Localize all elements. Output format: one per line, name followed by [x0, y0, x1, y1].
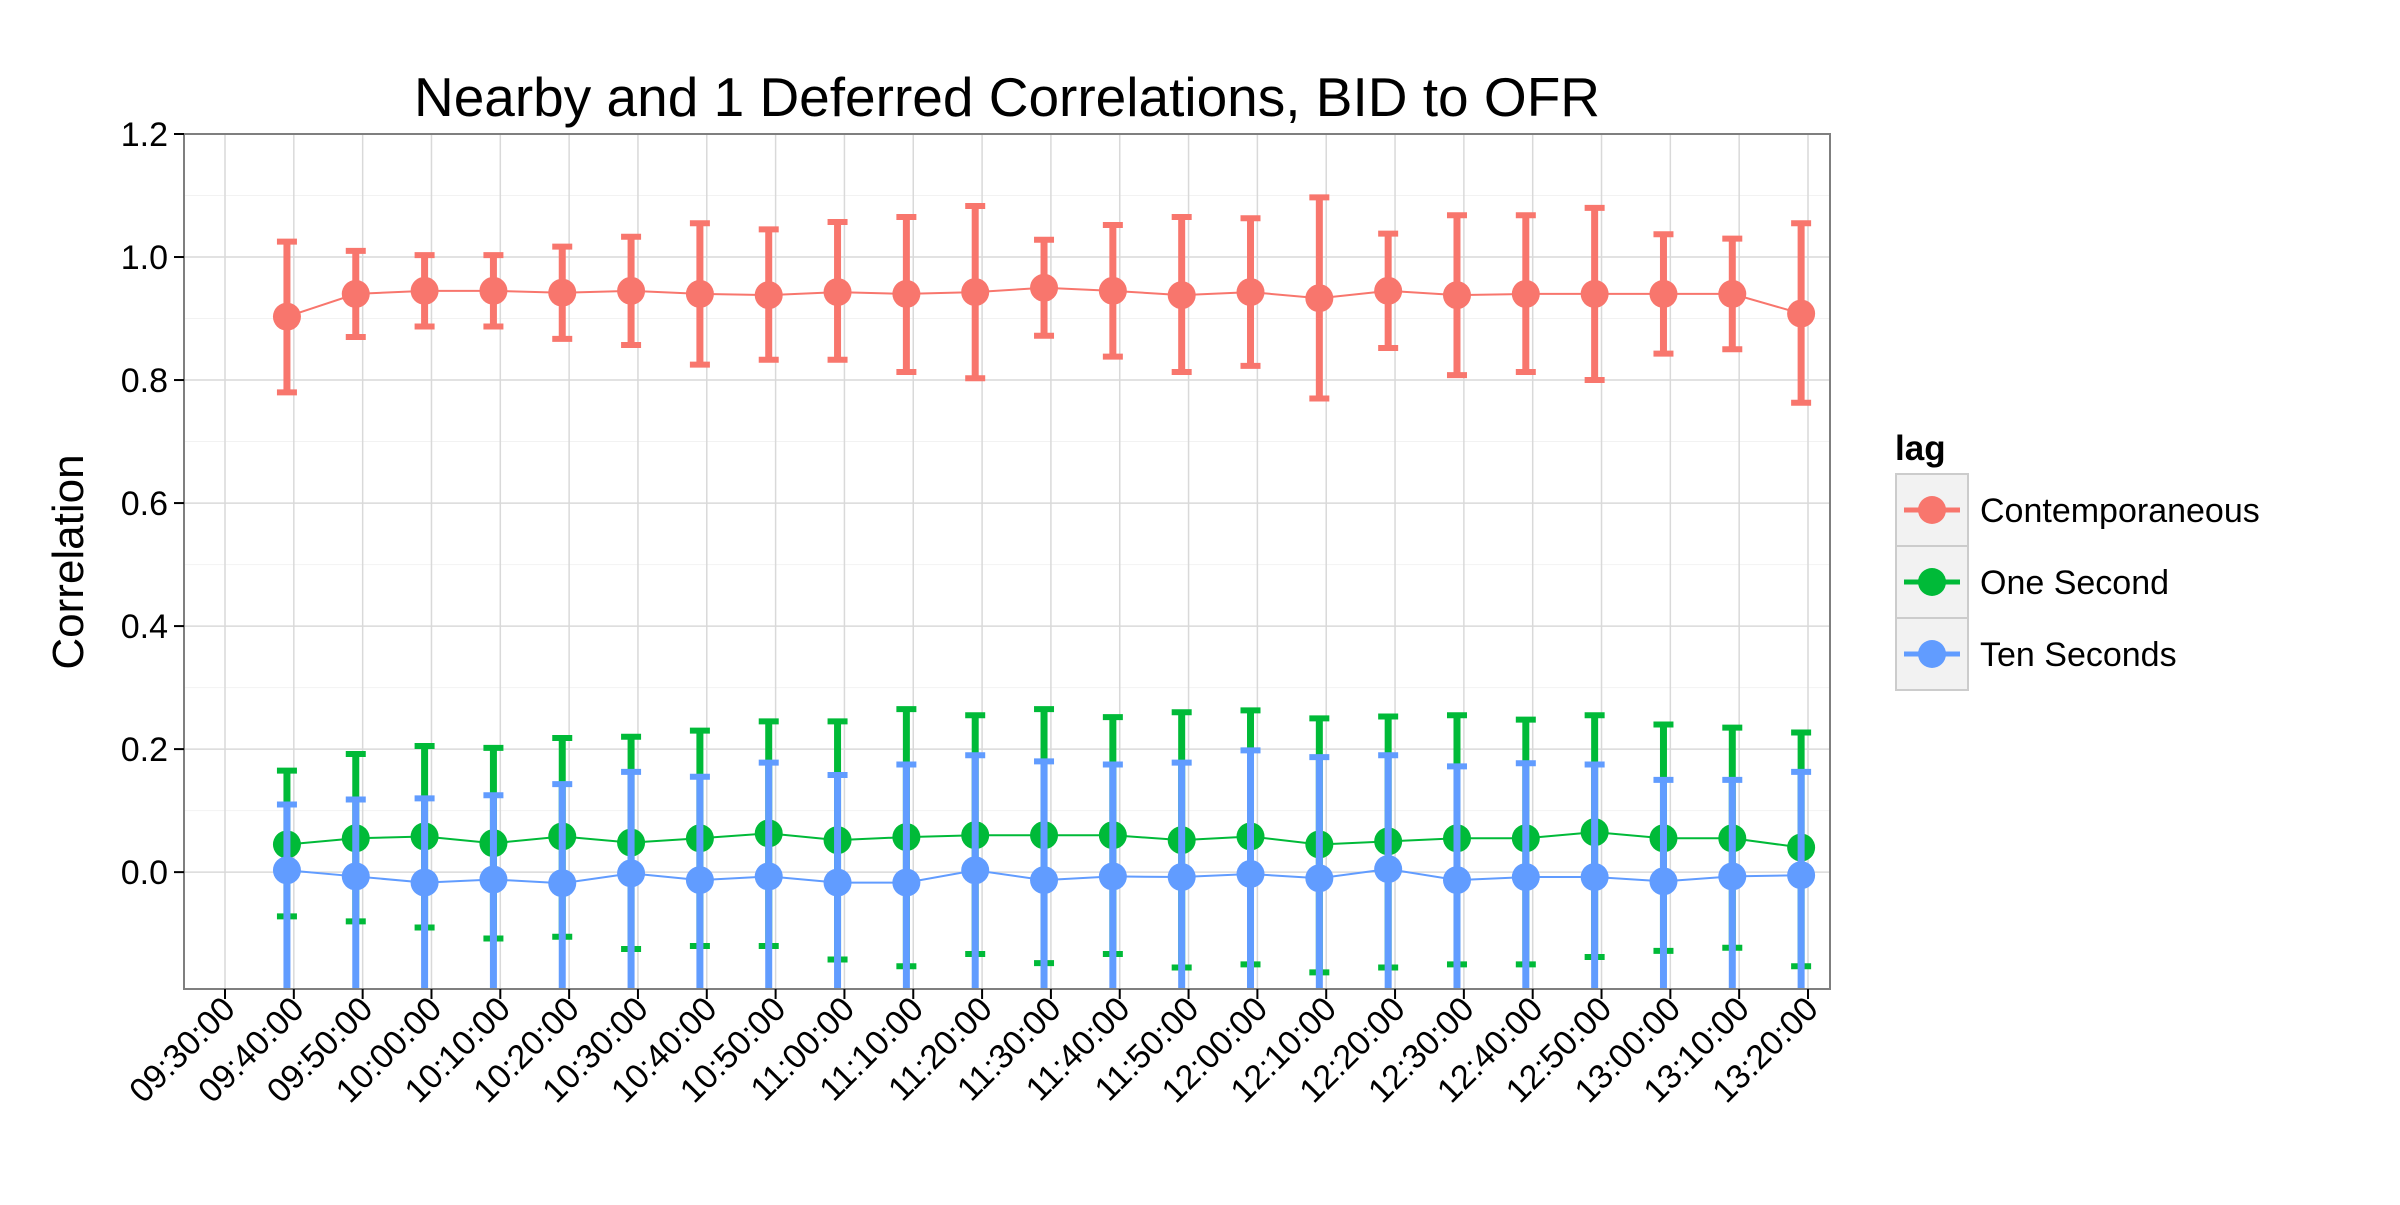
legend-label: One Second [1980, 564, 2169, 602]
data-point [1305, 284, 1334, 313]
data-point [1649, 867, 1678, 896]
data-point [1374, 276, 1403, 305]
legend: lag Contemporaneous One Second Ten Seconds [1895, 429, 2260, 691]
data-point [410, 276, 439, 305]
data-point [1098, 276, 1127, 305]
data-point [410, 868, 439, 897]
y-tick-label: 0.4 [121, 608, 168, 646]
y-axis-title: Correlation [44, 454, 93, 669]
data-point [1167, 863, 1196, 892]
data-point [892, 868, 921, 897]
data-point [961, 856, 990, 885]
series-layer [272, 194, 1816, 989]
y-tick-label: 0.6 [121, 485, 168, 523]
y-tick-label: 1.0 [121, 239, 168, 277]
legend-key-point [1918, 568, 1946, 596]
data-point [272, 856, 301, 885]
series-clip-group [272, 194, 1816, 989]
data-point [1511, 863, 1540, 892]
series-ten-seconds [272, 747, 1816, 989]
data-point [892, 279, 921, 308]
data-point [1098, 862, 1127, 891]
data-point [1236, 859, 1265, 888]
data-point [1442, 866, 1471, 895]
data-point [685, 279, 714, 308]
data-point [961, 278, 990, 307]
data-point [754, 862, 783, 891]
data-point [1305, 864, 1334, 893]
data-point [1167, 281, 1196, 310]
y-tick-label: 0.8 [121, 362, 168, 400]
series-contemporaneous [272, 194, 1816, 406]
data-point [1442, 281, 1471, 310]
data-point [617, 859, 646, 888]
data-point [1718, 279, 1747, 308]
legend-title: lag [1895, 429, 1946, 468]
data-point [341, 279, 370, 308]
data-point [1787, 861, 1816, 890]
data-point [823, 868, 852, 897]
data-point [1580, 863, 1609, 892]
data-point [1580, 279, 1609, 308]
legend-label: Ten Seconds [1980, 636, 2177, 674]
data-point [1030, 866, 1059, 895]
legend-key-point [1918, 496, 1946, 524]
data-point [1236, 278, 1265, 307]
data-point [617, 276, 646, 305]
data-point [1030, 273, 1059, 302]
data-point [823, 278, 852, 307]
data-point [754, 281, 783, 310]
y-tick-label: 1.2 [121, 116, 168, 154]
data-point [1374, 855, 1403, 884]
plot-panel [184, 134, 1830, 989]
y-tick-label: 0.2 [121, 731, 168, 769]
data-point [1511, 279, 1540, 308]
legend-label: Contemporaneous [1980, 492, 2260, 530]
data-point [548, 278, 577, 307]
chart-title: Nearby and 1 Deferred Correlations, BID … [414, 66, 1600, 128]
data-point [548, 869, 577, 898]
legend-items: Contemporaneous One Second Ten Seconds [1895, 473, 2260, 691]
data-point [685, 866, 714, 895]
data-point [341, 862, 370, 891]
legend-key-point [1918, 640, 1946, 668]
y-tick-label: 0.0 [121, 854, 168, 892]
plot-border [183, 133, 1831, 990]
data-point [272, 302, 301, 331]
data-point [479, 865, 508, 894]
data-point [1649, 279, 1678, 308]
data-point [1718, 862, 1747, 891]
data-point [1787, 299, 1816, 328]
grid-minor [184, 195, 1830, 812]
y-axis: 0.0 0.2 0.4 0.6 0.8 1.0 1.2 [121, 116, 184, 892]
data-point [479, 276, 508, 305]
